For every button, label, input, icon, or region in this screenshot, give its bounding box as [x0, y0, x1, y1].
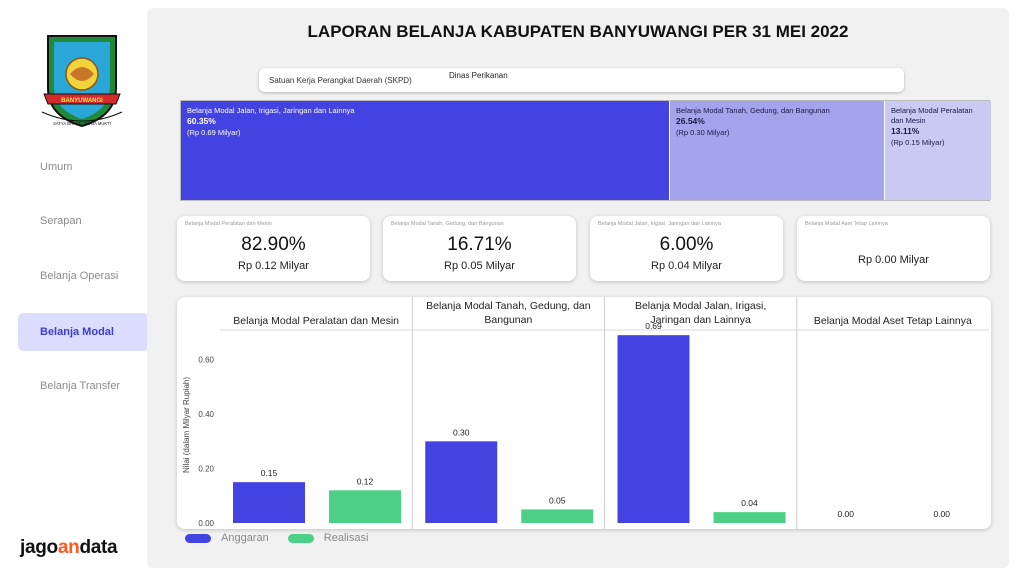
- skpd-filter-label: Satuan Kerja Perangkat Daerah (SKPD): [269, 76, 412, 85]
- treemap-cell-name: Belanja Modal Jalan, Irigasi, Jaringan d…: [187, 106, 355, 115]
- panel-title: Belanja Modal Aset Tetap Lainnya: [814, 315, 972, 327]
- brand-logo: jagoandata: [20, 537, 118, 559]
- panel-title: Bangunan: [484, 314, 532, 326]
- bar-chart-svg: Nilai (dalam Milyar Rupiah) 0.00 0.20 0.40 0…: [182, 297, 989, 529]
- legend-label: Anggaran: [221, 532, 269, 544]
- treemap-cell-name: Belanja Modal Tanah, Gedung, dan Banguna…: [676, 106, 830, 115]
- kpi-percent: 82.90%: [241, 234, 306, 255]
- panel-title: Jaringan dan Lainnya: [650, 314, 751, 326]
- nav-item-label: Belanja Transfer: [40, 380, 121, 392]
- legend-item-realisasi[interactable]: Realisasi: [287, 532, 369, 544]
- kpi-card-aset-lainnya: Belanja Modal Aset Tetap Lainnya Rp 0.00…: [797, 216, 990, 281]
- logo-motto-text: SATYA BHAKTI PRAJA MUKTI: [53, 121, 111, 126]
- kpi-amount: Rp 0.00 Milyar: [858, 254, 929, 266]
- treemap-cell-pct: 60.35%: [187, 116, 216, 127]
- data-label-realisasi: 0.00: [933, 509, 950, 519]
- y-tick-label: 0.20: [198, 465, 214, 474]
- treemap-cell-jalan[interactable]: Belanja Modal Jalan, Irigasi, Jaringan d…: [181, 101, 669, 200]
- data-label-anggaran: 0.30: [453, 427, 470, 437]
- kpi-amount: Rp 0.04 Milyar: [651, 260, 722, 272]
- data-label-realisasi: 0.04: [741, 498, 758, 508]
- kpi-title: Belanja Modal Aset Tetap Lainnya: [805, 221, 888, 227]
- data-label-anggaran: 0.15: [261, 468, 278, 478]
- kpi-title: Belanja Modal Tanah, Gedung, dan Banguna…: [391, 221, 504, 227]
- chart-legend: Anggaran Realisasi: [185, 532, 384, 546]
- y-axis-label: Nilai (dalam Milyar Rupiah): [182, 377, 191, 473]
- nav-item-label: Belanja Operasi: [40, 270, 119, 282]
- legend-swatch-anggaran: [185, 533, 211, 543]
- y-tick-label: 0.60: [198, 356, 214, 365]
- skpd-filter-value: Dinas Perikanan: [449, 71, 508, 80]
- nav-item-belanja-transfer[interactable]: Belanja Transfer: [18, 367, 149, 405]
- brand-text-3: data: [79, 537, 118, 558]
- kpi-percent: 6.00%: [659, 234, 714, 255]
- y-tick-label: 0.40: [198, 410, 214, 419]
- nav-item-belanja-operasi[interactable]: Belanja Operasi: [18, 257, 149, 295]
- treemap-cell-name: Belanja Modal Peralatan dan Mesin: [891, 106, 973, 126]
- logo-banner-text: BANYUWANGI: [61, 98, 103, 104]
- bar-chart: Nilai (dalam Milyar Rupiah) 0.00 0.20 0.40 0…: [177, 297, 991, 529]
- bar-anggaran: [617, 335, 690, 523]
- panel-title: Belanja Modal Tanah, Gedung, dan: [426, 300, 591, 312]
- kpi-title: Belanja Modal Jalan, Irigasi, Jaringan d…: [598, 221, 721, 227]
- bar-anggaran: [425, 441, 498, 523]
- panel-title: Belanja Modal Peralatan dan Mesin: [233, 315, 399, 327]
- bar-realisasi: [713, 512, 786, 523]
- kpi-card-peralatan: Belanja Modal Peralatan dan Mesin 82.90%…: [177, 216, 370, 281]
- bar-realisasi: [329, 490, 401, 523]
- bar-realisasi: [521, 509, 594, 523]
- treemap-cell-amount: (Rp 0.15 Milyar): [891, 137, 945, 147]
- sidebar: BANYUWANGI SATYA BHAKTI PRAJA MUKTI Umum…: [0, 0, 160, 575]
- treemap: Belanja Modal Jalan, Irigasi, Jaringan d…: [180, 100, 991, 201]
- kpi-percent: 16.71%: [447, 234, 512, 255]
- bar-anggaran: [233, 482, 305, 523]
- panel-title: Belanja Modal Jalan, Irigasi,: [635, 300, 766, 312]
- brand-text-2: an: [57, 537, 80, 558]
- data-label-anggaran: 0.00: [837, 509, 854, 519]
- page-title: LAPORAN BELANJA KABUPATEN BANYUWANGI PER…: [307, 22, 849, 41]
- treemap-cell-peralatan[interactable]: Belanja Modal Peralatan dan Mesin 13.11%…: [884, 101, 991, 200]
- treemap-cell-pct: 26.54%: [676, 116, 705, 127]
- nav-item-belanja-modal[interactable]: Belanja Modal: [18, 313, 149, 351]
- kpi-amount: Rp 0.12 Milyar: [238, 260, 309, 272]
- treemap-cell-amount: (Rp 0.30 Milyar): [676, 127, 730, 137]
- brand-text-1: jago: [20, 537, 58, 558]
- kpi-card-jalan: Belanja Modal Jalan, Irigasi, Jaringan d…: [590, 216, 783, 281]
- nav-item-serapan[interactable]: Serapan: [18, 202, 149, 240]
- banyuwangi-logo: BANYUWANGI SATYA BHAKTI PRAJA MUKTI: [41, 35, 123, 128]
- kpi-amount: Rp 0.05 Milyar: [444, 260, 515, 272]
- nav-item-umum[interactable]: Umum: [18, 148, 149, 186]
- report-panel: LAPORAN BELANJA KABUPATEN BANYUWANGI PER…: [147, 8, 1009, 568]
- data-label-realisasi: 0.05: [549, 495, 566, 505]
- treemap-cell-tanah[interactable]: Belanja Modal Tanah, Gedung, dan Banguna…: [669, 101, 884, 200]
- treemap-cell-amount: (Rp 0.69 Milyar): [187, 127, 241, 137]
- legend-swatch-realisasi: [287, 533, 314, 543]
- nav-item-label: Serapan: [40, 215, 82, 227]
- nav-item-label: Umum: [40, 161, 73, 173]
- kpi-title: Belanja Modal Peralatan dan Mesin: [185, 221, 272, 227]
- legend-item-anggaran[interactable]: Anggaran: [185, 532, 269, 544]
- data-label-anggaran: 0.69: [645, 321, 662, 331]
- skpd-filter[interactable]: Satuan Kerja Perangkat Daerah (SKPD) Din…: [259, 68, 904, 92]
- nav-item-label: Belanja Modal: [40, 326, 114, 338]
- legend-label: Realisasi: [323, 532, 369, 544]
- data-label-realisasi: 0.12: [357, 476, 374, 486]
- y-tick-label: 0.00: [198, 519, 214, 528]
- treemap-cell-pct: 13.11%: [891, 126, 920, 137]
- kpi-card-tanah: Belanja Modal Tanah, Gedung, dan Banguna…: [383, 216, 576, 281]
